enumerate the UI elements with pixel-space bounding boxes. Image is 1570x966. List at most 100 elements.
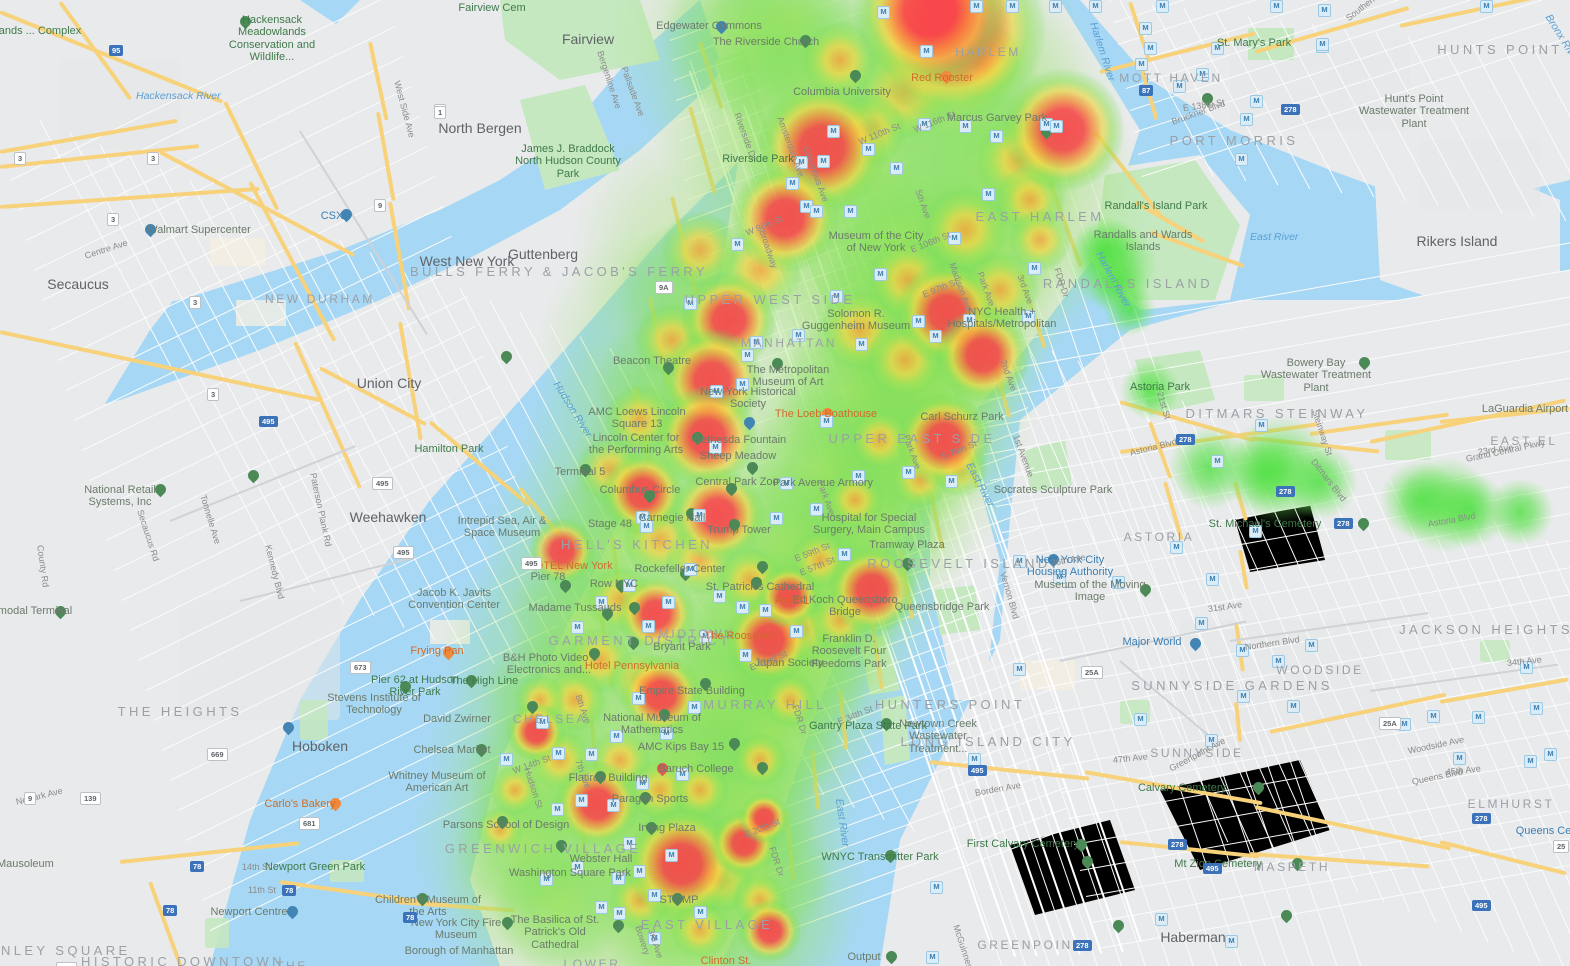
map-pin-icon[interactable] — [669, 890, 686, 907]
map-pin-icon[interactable] — [626, 599, 643, 616]
map-pin-icon[interactable] — [237, 13, 254, 30]
subway-station-icon[interactable]: M — [1249, 525, 1262, 538]
subway-station-icon[interactable]: M — [1398, 718, 1411, 731]
map-pin-icon[interactable] — [1356, 354, 1373, 371]
map-pin-icon[interactable] — [748, 574, 765, 591]
subway-station-icon[interactable]: M — [945, 475, 958, 488]
map-pin-icon[interactable] — [142, 221, 159, 238]
subway-station-icon[interactable]: M — [1237, 690, 1250, 703]
map-pin-icon[interactable] — [284, 903, 301, 920]
map-pin-icon[interactable] — [599, 605, 616, 622]
subway-station-icon[interactable]: M — [699, 630, 712, 643]
subway-station-icon[interactable]: M — [648, 889, 661, 902]
map-pin-icon[interactable] — [499, 914, 516, 931]
subway-station-icon[interactable]: M — [844, 205, 857, 218]
subway-station-icon[interactable]: M — [918, 118, 931, 131]
map-pin-icon[interactable] — [883, 948, 900, 965]
subway-station-icon[interactable]: M — [1144, 42, 1157, 55]
subway-station-icon[interactable]: M — [877, 6, 890, 19]
map-pin-icon[interactable] — [754, 558, 771, 575]
subway-station-icon[interactable]: M — [1134, 713, 1147, 726]
subway-station-icon[interactable]: M — [1472, 711, 1485, 724]
subway-station-icon[interactable]: M — [874, 268, 887, 281]
map-pin-icon[interactable] — [52, 603, 69, 620]
map-pin-icon[interactable] — [637, 789, 654, 806]
map-pin-icon[interactable] — [613, 577, 630, 594]
subway-station-icon[interactable]: M — [1544, 748, 1557, 761]
subway-station-icon[interactable]: M — [1050, 120, 1063, 133]
map-pin-icon[interactable] — [726, 516, 743, 533]
subway-station-icon[interactable]: M — [1316, 38, 1329, 51]
map-pin-icon[interactable] — [557, 577, 574, 594]
subway-station-icon[interactable]: M — [1155, 913, 1168, 926]
map-pin-icon[interactable] — [1199, 90, 1216, 107]
map-pin-icon[interactable] — [1187, 635, 1204, 652]
subway-station-icon[interactable]: M — [1049, 0, 1062, 13]
subway-station-icon[interactable]: M — [982, 188, 995, 201]
map-pin-icon[interactable] — [397, 678, 414, 695]
map-pin-icon[interactable] — [1073, 836, 1090, 853]
subway-station-icon[interactable]: M — [786, 177, 799, 190]
map-pin-icon[interactable] — [656, 706, 673, 723]
subway-station-icon[interactable]: M — [731, 238, 744, 251]
map-pin-icon[interactable] — [741, 414, 758, 431]
map-pin-icon[interactable] — [882, 847, 899, 864]
subway-station-icon[interactable]: M — [1236, 644, 1249, 657]
subway-station-icon[interactable]: M — [970, 0, 983, 13]
subway-station-icon[interactable]: M — [1006, 0, 1019, 13]
subway-station-icon[interactable]: M — [662, 596, 675, 609]
subway-station-icon[interactable]: M — [838, 548, 851, 561]
subway-station-icon[interactable]: M — [810, 503, 823, 516]
subway-station-icon[interactable]: M — [1170, 541, 1183, 554]
subway-station-icon[interactable]: M — [610, 730, 623, 743]
map-pin-icon[interactable] — [1038, 123, 1055, 140]
map-pin-icon[interactable] — [1278, 907, 1295, 924]
subway-station-icon[interactable]: M — [790, 625, 803, 638]
subway-station-icon[interactable]: M — [1272, 655, 1285, 668]
subway-station-icon[interactable]: M — [595, 901, 608, 914]
subway-station-icon[interactable]: M — [800, 200, 813, 213]
map-pin-icon[interactable] — [677, 565, 694, 582]
subway-station-icon[interactable]: M — [693, 509, 706, 522]
subway-station-icon[interactable]: M — [926, 951, 939, 964]
subway-station-icon[interactable]: M — [623, 837, 636, 850]
subway-station-icon[interactable]: M — [1530, 702, 1543, 715]
subway-station-icon[interactable]: M — [1195, 617, 1208, 630]
map-pin-icon[interactable] — [878, 715, 895, 732]
subway-station-icon[interactable]: M — [963, 314, 976, 327]
subway-station-icon[interactable]: M — [660, 727, 673, 740]
subway-station-icon[interactable]: M — [855, 338, 868, 351]
subway-station-icon[interactable]: M — [636, 511, 649, 524]
subway-station-icon[interactable]: M — [575, 794, 588, 807]
subway-station-icon[interactable]: M — [1480, 0, 1493, 13]
map-pin-icon[interactable] — [683, 505, 700, 522]
map-pin-icon[interactable] — [610, 917, 627, 934]
subway-station-icon[interactable]: M — [1316, 40, 1329, 53]
subway-station-icon[interactable]: M — [571, 621, 584, 634]
subway-station-icon[interactable]: M — [930, 881, 943, 894]
map-pin-icon[interactable] — [553, 837, 570, 854]
subway-station-icon[interactable]: M — [571, 861, 584, 874]
map-pin-icon[interactable] — [660, 359, 677, 376]
subway-station-icon[interactable]: M — [1013, 555, 1026, 568]
subway-station-icon[interactable]: M — [1211, 455, 1224, 468]
map-pin-icon[interactable] — [1045, 551, 1062, 568]
subway-station-icon[interactable]: M — [648, 932, 661, 945]
map-pin-icon[interactable] — [440, 644, 457, 661]
subway-station-icon[interactable]: M — [741, 349, 754, 362]
subway-station-icon[interactable]: M — [607, 799, 620, 812]
map-pin-icon[interactable] — [625, 634, 642, 651]
subway-station-icon[interactable]: M — [948, 232, 961, 245]
subway-station-icon[interactable]: M — [1196, 68, 1209, 81]
subway-station-icon[interactable]: M — [633, 865, 646, 878]
subway-station-icon[interactable]: M — [636, 777, 649, 790]
map-pin-icon[interactable] — [697, 675, 714, 692]
map-pin-icon[interactable] — [1110, 917, 1127, 934]
map-pin-icon[interactable] — [338, 206, 355, 223]
subway-station-icon[interactable]: M — [1453, 752, 1466, 765]
subway-station-icon[interactable]: M — [684, 563, 697, 576]
subway-station-icon[interactable]: M — [990, 130, 1003, 143]
subway-station-icon[interactable]: M — [795, 156, 808, 169]
subway-station-icon[interactable]: M — [1205, 734, 1218, 747]
